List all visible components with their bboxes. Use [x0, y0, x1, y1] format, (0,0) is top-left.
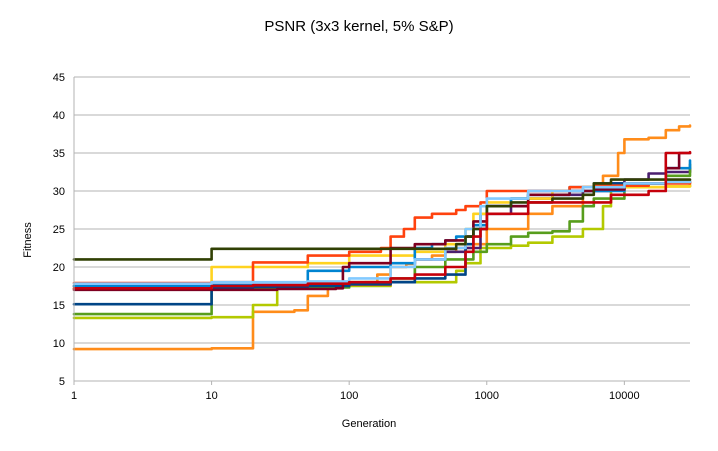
y-axis-title: Fitness [22, 222, 34, 258]
series-line-1 [72, 124, 692, 351]
x-tick-label: 10 [205, 390, 217, 402]
y-tick-label: 15 [53, 300, 65, 312]
y-tick-label: 45 [53, 72, 65, 84]
series-line-9 [72, 151, 692, 292]
y-tick-label: 40 [53, 110, 65, 122]
x-tick-label: 10000 [609, 390, 640, 402]
axis-layer: 5 10 15 20 25 30 35 40 45 1 10 100 1000 10000 [53, 72, 690, 402]
series-layer [72, 124, 692, 351]
y-tick-label: 20 [53, 262, 65, 274]
y-tick-label: 25 [53, 224, 65, 236]
y-tick-label: 30 [53, 186, 65, 198]
x-tick-label: 100 [340, 390, 358, 402]
chart-title: PSNR (3x3 kernel, 5% S&P) [264, 18, 454, 35]
y-tick-label: 10 [53, 338, 65, 350]
x-axis-title: Generation [342, 418, 396, 430]
x-tick-label: 1000 [475, 390, 499, 402]
y-tick-label: 35 [53, 148, 65, 160]
series-line-6 [72, 184, 692, 290]
series-line-10 [72, 179, 692, 285]
y-tick-label: 5 [59, 376, 65, 388]
x-tick-label: 1 [71, 390, 77, 402]
series-line-12 [72, 150, 692, 290]
